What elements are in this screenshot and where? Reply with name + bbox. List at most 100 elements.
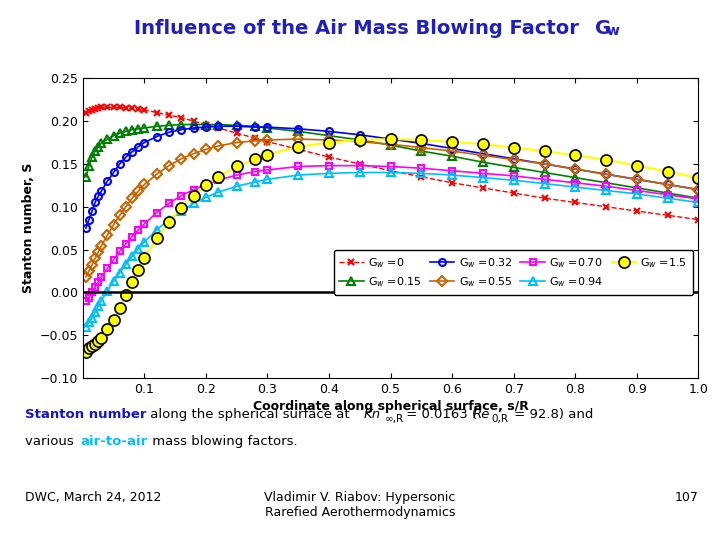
Gᴡ =0.32: [153, 133, 161, 140]
Gᴡ =0: [479, 185, 487, 191]
Gᴡ =1.5: [214, 173, 222, 180]
Text: G: G: [595, 19, 611, 38]
Gᴡ =0.32: [214, 123, 222, 130]
Gᴡ =0.32: [571, 166, 580, 172]
Gᴡ =0.94: [633, 191, 642, 197]
Legend: G$_w$ =0, G$_w$ =0.15, G$_w$ =0.32, G$_w$ =0.55, G$_w$ =0.70, G$_w$ =0.94, G$_w$: G$_w$ =0, G$_w$ =0.15, G$_w$ =0.32, G$_w…: [333, 250, 693, 294]
Gᴡ =0: [264, 138, 272, 145]
Gᴡ =0.15: [94, 144, 102, 150]
Gᴡ =1.5: [448, 138, 456, 145]
Gᴡ =1.5: [264, 151, 272, 158]
X-axis label: Coordinate along spherical surface, s/R: Coordinate along spherical surface, s/R: [253, 400, 528, 413]
Gᴡ =0.15: [165, 122, 174, 129]
Gᴡ =0.55: [633, 176, 642, 183]
Gᴡ =0.32: [264, 124, 272, 130]
Gᴡ =0.94: [540, 180, 549, 187]
Gᴡ =0.94: [115, 269, 124, 276]
Text: ∞,R: ∞,R: [384, 414, 404, 424]
Gᴡ =1.5: [571, 152, 580, 159]
Gᴡ =0: [571, 199, 580, 206]
Gᴡ =0.94: [356, 169, 364, 176]
Line: Gᴡ =0.32: Gᴡ =0.32: [82, 123, 702, 232]
Text: DWC, March 24, 2012: DWC, March 24, 2012: [25, 491, 161, 504]
Gᴡ =0: [602, 204, 611, 210]
Gᴡ =0.32: [97, 188, 106, 194]
Gᴡ =0.32: [602, 171, 611, 178]
Gᴡ =0.94: [94, 303, 102, 309]
Gᴡ =1.5: [91, 341, 99, 347]
Gᴡ =0: [177, 114, 186, 121]
Gᴡ =0.15: [602, 179, 611, 186]
Gᴡ =0.15: [233, 122, 241, 129]
Gᴡ =1.5: [109, 316, 118, 323]
Gᴡ =0.70: [88, 289, 96, 295]
Gᴡ =0.55: [134, 188, 143, 194]
Gᴡ =0.94: [417, 170, 426, 177]
Gᴡ =0.32: [91, 199, 99, 206]
Gᴡ =0.55: [153, 171, 161, 178]
Gᴡ =0.15: [264, 125, 272, 131]
Gᴡ =1.5: [510, 144, 518, 151]
Gᴡ =0.70: [81, 298, 90, 304]
Gᴡ =0.32: [189, 125, 198, 131]
Gᴡ =0.70: [510, 173, 518, 179]
Gᴡ =0.70: [694, 196, 703, 202]
Gᴡ =0: [85, 107, 94, 114]
Gᴡ =0.32: [94, 193, 102, 200]
Gᴡ =1.5: [153, 235, 161, 242]
Gᴡ =0.94: [153, 227, 161, 233]
Gᴡ =0.70: [109, 256, 118, 263]
Line: Gᴡ =0.70: Gᴡ =0.70: [82, 162, 702, 305]
Gᴡ =1.5: [94, 338, 102, 345]
Gᴡ =0.70: [189, 186, 198, 193]
Gᴡ =0.15: [294, 128, 302, 134]
Gᴡ =0.32: [417, 140, 426, 147]
Gᴡ =0.94: [602, 187, 611, 194]
Gᴡ =1.5: [602, 157, 611, 163]
Gᴡ =0.55: [417, 144, 426, 151]
Gᴡ =1.5: [325, 139, 333, 146]
Gᴡ =0.70: [177, 192, 186, 199]
Gᴡ =1.5: [633, 163, 642, 169]
Gᴡ =0: [122, 105, 130, 111]
Gᴡ =0.15: [251, 123, 259, 130]
Gᴡ =1.5: [103, 326, 112, 333]
Gᴡ =0.15: [202, 122, 210, 128]
Gᴡ =0: [633, 208, 642, 214]
Text: = 0.0163 (: = 0.0163 (: [402, 408, 477, 421]
Gᴡ =0.94: [325, 170, 333, 177]
Y-axis label: Stanton number, S: Stanton number, S: [22, 163, 35, 293]
Gᴡ =0: [134, 106, 143, 112]
Gᴡ =0.70: [127, 233, 136, 240]
Gᴡ =0.70: [251, 168, 259, 175]
Gᴡ =0.70: [233, 172, 241, 178]
Gᴡ =0.94: [97, 298, 106, 304]
Gᴡ =0.32: [127, 148, 136, 155]
Gᴡ =0.55: [571, 166, 580, 172]
Gᴡ =0.70: [91, 284, 99, 291]
Gᴡ =0.94: [177, 208, 186, 214]
Gᴡ =0.94: [85, 319, 94, 326]
Gᴡ =0: [165, 112, 174, 118]
Gᴡ =0: [140, 107, 149, 113]
Gᴡ =0.55: [122, 204, 130, 210]
Gᴡ =1.5: [127, 279, 136, 285]
Gᴡ =1.5: [540, 148, 549, 154]
Gᴡ =0: [510, 190, 518, 196]
Gᴡ =0.15: [153, 123, 161, 130]
Gᴡ =0.32: [202, 124, 210, 130]
Line: Gᴡ =1.5: Gᴡ =1.5: [81, 133, 704, 358]
Gᴡ =0.32: [85, 217, 94, 223]
Gᴡ =1.5: [85, 345, 94, 351]
Gᴡ =0.94: [127, 253, 136, 260]
Gᴡ =0: [214, 125, 222, 131]
Gᴡ =1.5: [233, 163, 241, 170]
Gᴡ =0.94: [387, 169, 395, 176]
Gᴡ =0: [294, 146, 302, 153]
Gᴡ =0.32: [140, 139, 149, 146]
Gᴡ =1.5: [663, 168, 672, 175]
Gᴡ =0: [663, 212, 672, 219]
Gᴡ =0.55: [602, 171, 611, 178]
Gᴡ =1.5: [387, 136, 395, 143]
Gᴡ =0: [694, 217, 703, 223]
